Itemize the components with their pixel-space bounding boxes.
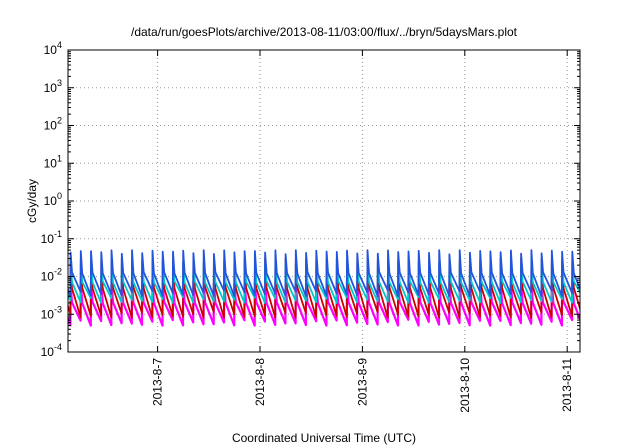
data-series [68,249,580,327]
y-tick-exponent: -1 [54,229,62,239]
y-axis-label: cGy/day [25,179,39,223]
x-tick-label: 2013-8-11 [560,358,574,412]
x-tick-label: 2013-8-9 [355,358,369,406]
y-tick-label: 104 [44,40,62,57]
chart-title: /data/run/goesPlots/archive/2013-08-11/0… [131,25,518,39]
y-tick-label: 102 [44,116,62,133]
y-tick-exponent: 2 [57,116,62,126]
x-axis-label: Coordinated Universal Time (UTC) [232,431,416,445]
x-tick-label: 2013-8-8 [253,358,267,406]
y-tick-exponent: -3 [54,304,62,314]
y-tick-label: 10-4 [41,342,62,359]
series-line [68,249,580,298]
y-tick-label: 100 [44,191,62,208]
y-tick-label: 10-3 [41,304,62,321]
y-tick-label: 103 [44,78,62,95]
y-tick-exponent: 4 [57,40,62,50]
y-tick-label: 10-2 [41,267,62,284]
grid-lines [68,50,580,352]
y-tick-label: 101 [44,153,62,170]
y-tick-label: 10-1 [41,229,62,246]
y-tick-exponent: 1 [57,153,62,163]
x-tick-label: 2013-8-10 [458,358,472,413]
y-tick-exponent: -2 [54,267,62,277]
y-tick-exponent: 0 [57,191,62,201]
x-axis: 2013-8-7 2013-8-8 2013-8-9 2013-8-10 2013-8-… [151,50,574,413]
y-tick-exponent: -4 [54,342,62,352]
y-tick-exponent: 3 [57,78,62,88]
x-tick-label: 2013-8-7 [151,358,165,406]
